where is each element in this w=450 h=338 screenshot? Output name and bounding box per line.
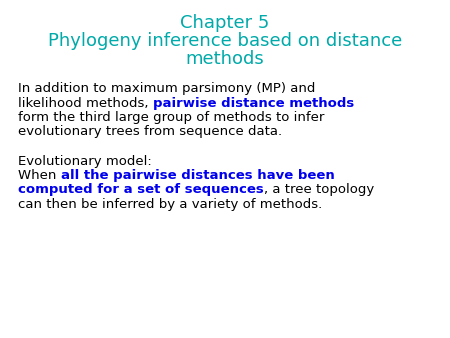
Text: In addition to maximum parsimony (MP) and: In addition to maximum parsimony (MP) an… <box>18 82 315 95</box>
Text: computed for a set of sequences: computed for a set of sequences <box>18 184 264 196</box>
Text: evolutionary trees from sequence data.: evolutionary trees from sequence data. <box>18 125 282 139</box>
Text: Chapter 5: Chapter 5 <box>180 14 270 32</box>
Text: pairwise distance methods: pairwise distance methods <box>153 97 354 110</box>
Text: can then be inferred by a variety of methods.: can then be inferred by a variety of met… <box>18 198 322 211</box>
Text: all the pairwise distances have been: all the pairwise distances have been <box>61 169 334 182</box>
Text: form the third large group of methods to infer: form the third large group of methods to… <box>18 111 324 124</box>
Text: Phylogeny inference based on distance: Phylogeny inference based on distance <box>48 32 402 50</box>
Text: When: When <box>18 169 61 182</box>
Text: Evolutionary model:: Evolutionary model: <box>18 154 152 168</box>
Text: methods: methods <box>185 50 265 68</box>
Text: , a tree topology: , a tree topology <box>264 184 374 196</box>
Text: likelihood methods,: likelihood methods, <box>18 97 153 110</box>
